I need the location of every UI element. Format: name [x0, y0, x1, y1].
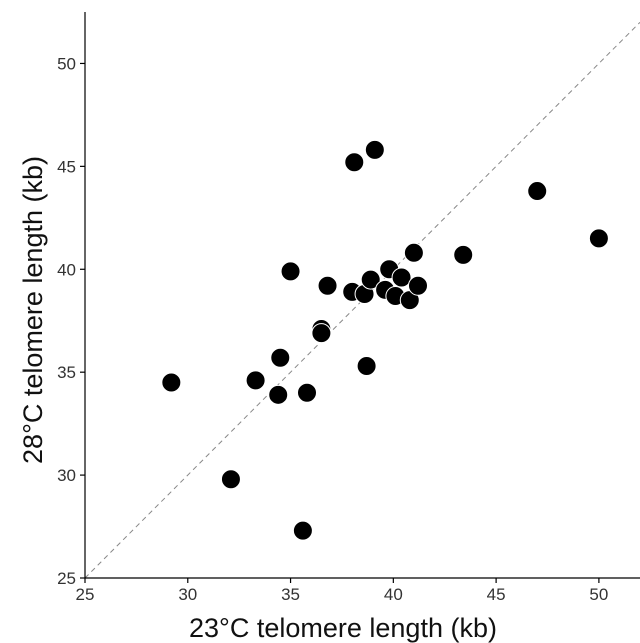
- data-point: [297, 382, 317, 403]
- y-axis-title: 28°C telomere length (kb): [18, 156, 48, 464]
- data-point: [220, 469, 241, 490]
- x-axis-title: 23°C telomere length (kb): [189, 613, 497, 643]
- y-tick-label: 40: [57, 260, 76, 279]
- data-point: [268, 384, 289, 405]
- x-tick-label: 40: [384, 585, 403, 604]
- data-point: [391, 267, 412, 288]
- data-point: [364, 139, 385, 160]
- data-point: [588, 228, 609, 249]
- data-point: [245, 370, 266, 391]
- data-point: [270, 347, 291, 368]
- y-tick-label: 50: [57, 54, 76, 73]
- x-tick-label: 35: [281, 585, 300, 604]
- data-point: [403, 242, 424, 263]
- identity-reference-line: [84, 21, 640, 579]
- x-tick-label: 30: [178, 585, 197, 604]
- data-point: [292, 520, 313, 541]
- data-point: [280, 261, 301, 282]
- y-tick-label: 25: [57, 569, 76, 588]
- data-point: [161, 372, 182, 393]
- data-point: [527, 181, 548, 202]
- x-tick-label: 45: [487, 585, 506, 604]
- data-point: [408, 275, 428, 296]
- data-point: [453, 244, 474, 265]
- data-point: [311, 323, 332, 344]
- data-point: [360, 269, 381, 290]
- y-tick-label: 35: [57, 363, 76, 382]
- data-point: [317, 275, 338, 296]
- y-tick-label: 45: [57, 157, 76, 176]
- x-tick-label: 50: [589, 585, 608, 604]
- x-tick-label: 25: [76, 585, 95, 604]
- data-point: [344, 152, 365, 173]
- data-point: [356, 356, 377, 377]
- y-tick-label: 30: [57, 466, 76, 485]
